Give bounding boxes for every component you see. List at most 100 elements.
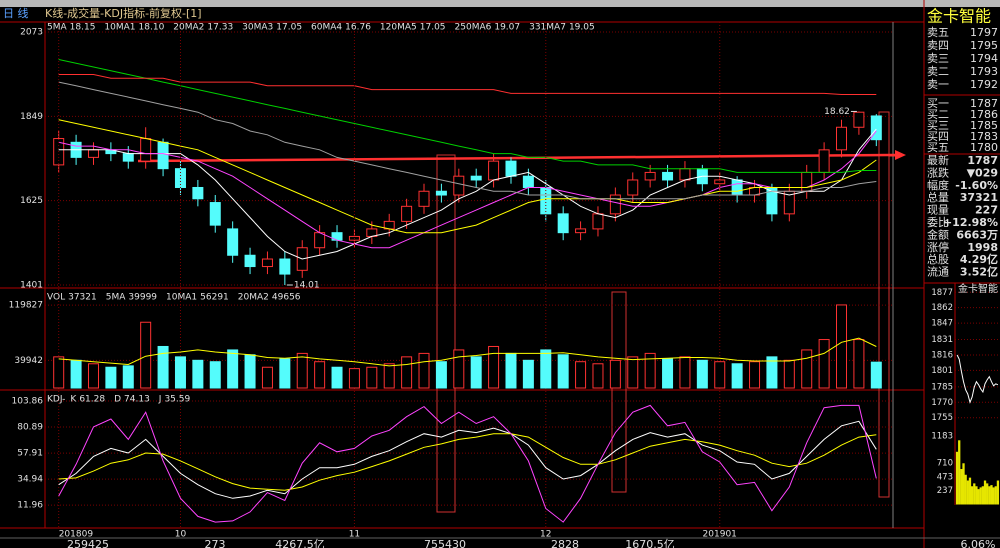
legend-text: 20MA2: [238, 293, 269, 303]
order-label: 卖五: [927, 26, 949, 39]
legend-text: 20MA2: [173, 23, 204, 33]
y-tick-label: 1877: [931, 288, 953, 298]
y-tick-label: 57.91: [17, 449, 43, 459]
candle-body: [801, 171, 813, 192]
candle-body: [418, 190, 430, 207]
chart-title: K线-成交量-KDJ指标-前复权-[1]: [45, 6, 202, 20]
legend-text: KDJ-: [47, 395, 65, 405]
stock-name: 金卡智能: [927, 7, 991, 26]
status-text: 1670.5亿: [625, 538, 675, 548]
volume-bar: [244, 354, 256, 389]
volume-bar: [981, 486, 985, 505]
legend-text: 74.13: [124, 395, 150, 405]
volume-bar: [540, 349, 552, 389]
volume-bar: [279, 358, 291, 389]
x-tick-label: 201809: [59, 530, 94, 540]
candle-body: [244, 254, 256, 268]
candle-body: [435, 190, 447, 196]
volume-bar: [105, 366, 117, 389]
y-tick-label: 473: [937, 472, 953, 482]
field-label: 委比: [927, 216, 949, 229]
legend-text: 120MA5: [380, 23, 417, 33]
volume-bar: [418, 352, 430, 389]
volume-bar: [314, 361, 326, 389]
volume-bar: [453, 349, 465, 389]
x-tick-label: 10: [175, 530, 187, 540]
low-label: 14.01: [294, 281, 320, 291]
candle-body: [592, 213, 604, 230]
legend-text: 17.05: [420, 23, 446, 33]
y-tick-label: 34.94: [17, 475, 43, 485]
volume-bar: [70, 359, 82, 389]
candle-body: [522, 175, 534, 188]
series-line: [58, 119, 877, 234]
order-price: 1795: [970, 39, 998, 52]
volume-bar: [366, 366, 378, 389]
drawn-box: [878, 111, 890, 498]
y-tick-label: 1755: [931, 413, 953, 423]
field-label: 金额: [927, 227, 949, 241]
volume-bar: [962, 463, 965, 505]
volume-bar: [401, 356, 413, 389]
volume-bar: [990, 485, 993, 505]
price-line: [956, 354, 999, 404]
volume-bar: [853, 339, 865, 389]
y-tick-label: 1849: [20, 112, 43, 122]
legend-text: 17.05: [276, 23, 302, 33]
y-tick-label: 237: [937, 486, 953, 496]
field-label: 最新: [927, 153, 949, 167]
period-label[interactable]: 日 线: [3, 6, 29, 20]
volume-bar: [783, 359, 795, 389]
field-value: 6663万: [956, 228, 998, 241]
order-label: 卖三: [927, 52, 949, 65]
order-price: 1785: [970, 119, 998, 132]
legend-text: 49656: [272, 293, 301, 303]
candle-body: [209, 202, 221, 226]
field-label: 流通: [927, 265, 949, 279]
volume-bar: [966, 480, 969, 505]
mini-title: 金卡智能: [958, 282, 998, 295]
candle-body: [401, 205, 413, 222]
menu-bar[interactable]: [0, 0, 1000, 7]
status-text: 4267.5亿: [275, 538, 325, 548]
y-tick-label: 1831: [931, 335, 953, 345]
legend-text: 331MA7: [529, 23, 566, 33]
volume-bar: [696, 359, 708, 389]
volume-bar: [870, 361, 882, 389]
field-value: ▼029: [967, 166, 998, 179]
volume-bar: [261, 366, 273, 389]
x-tick-label: 11: [349, 530, 360, 540]
high-label: 18.62: [824, 107, 850, 117]
volume-bar: [955, 451, 959, 505]
drawn-box: [436, 154, 456, 513]
legend-text: 5MA: [106, 293, 126, 303]
legend-text: 18.15: [70, 23, 96, 33]
candle-body: [575, 228, 587, 234]
order-price: 1780: [970, 141, 998, 154]
status-text: 755430: [424, 538, 466, 548]
order-label: 买二: [927, 108, 949, 121]
volume-bar: [958, 440, 961, 505]
candle-body: [470, 175, 482, 181]
field-value: 227: [975, 204, 998, 217]
field-value: 1787: [967, 154, 998, 167]
drawn-arrow-head: [895, 150, 906, 160]
legend-text: 16.76: [345, 23, 371, 33]
volume-bar: [122, 365, 134, 389]
legend-text: 39999: [128, 293, 157, 303]
field-label: 涨停: [927, 240, 949, 254]
series-line: [58, 81, 877, 200]
volume-bar: [522, 359, 534, 389]
legend-text: 61.28: [79, 395, 105, 405]
candle-body: [227, 228, 239, 256]
volume-bar: [609, 359, 621, 389]
volume-bar: [994, 486, 997, 505]
candle-body: [314, 232, 326, 249]
volume-bar: [960, 469, 963, 505]
volume-bar: [979, 487, 982, 505]
order-label: 买三: [927, 119, 949, 132]
legend-text: 18.10: [139, 23, 165, 33]
